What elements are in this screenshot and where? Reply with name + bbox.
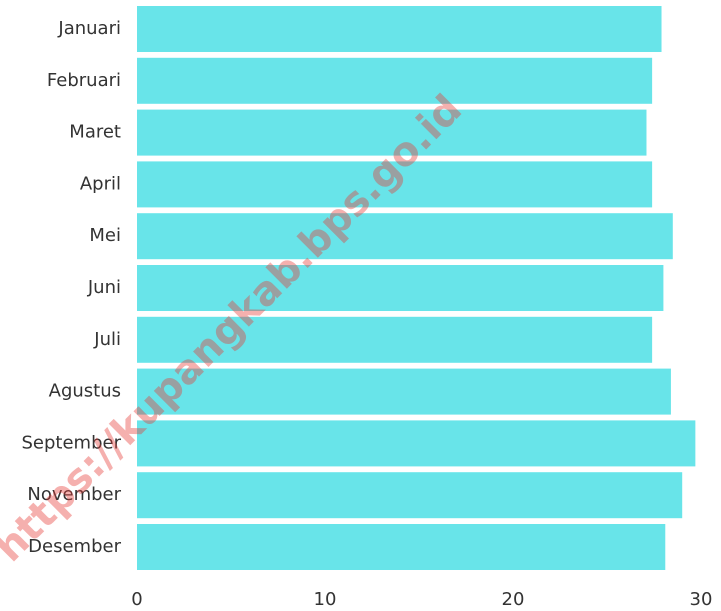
y-tick-label: Januari	[57, 18, 121, 39]
bar	[137, 368, 671, 415]
bar	[137, 161, 653, 208]
y-tick-label: Mei	[89, 225, 121, 246]
bar	[137, 213, 673, 260]
x-tick-label: 10	[314, 589, 337, 610]
y-tick-label: September	[22, 432, 122, 453]
y-tick-label: Februari	[47, 70, 121, 91]
bar	[137, 6, 662, 52]
bar	[137, 524, 666, 570]
bar	[137, 265, 664, 311]
bar	[137, 57, 653, 104]
y-tick-label: Agustus	[49, 381, 121, 402]
y-tick-label: Maret	[69, 122, 121, 143]
bar	[137, 316, 653, 363]
y-tick-label: April	[80, 173, 121, 194]
y-tick-label: Juli	[93, 329, 121, 350]
bar	[137, 109, 647, 156]
x-tick-label: 0	[131, 589, 142, 610]
y-tick-label: Desember	[28, 536, 121, 557]
y-tick-label: Juni	[87, 277, 121, 298]
y-tick-label: November	[27, 484, 121, 505]
bar	[137, 472, 683, 519]
x-tick-label: 30	[690, 589, 713, 610]
x-tick-label: 20	[502, 589, 525, 610]
bar	[137, 420, 696, 467]
